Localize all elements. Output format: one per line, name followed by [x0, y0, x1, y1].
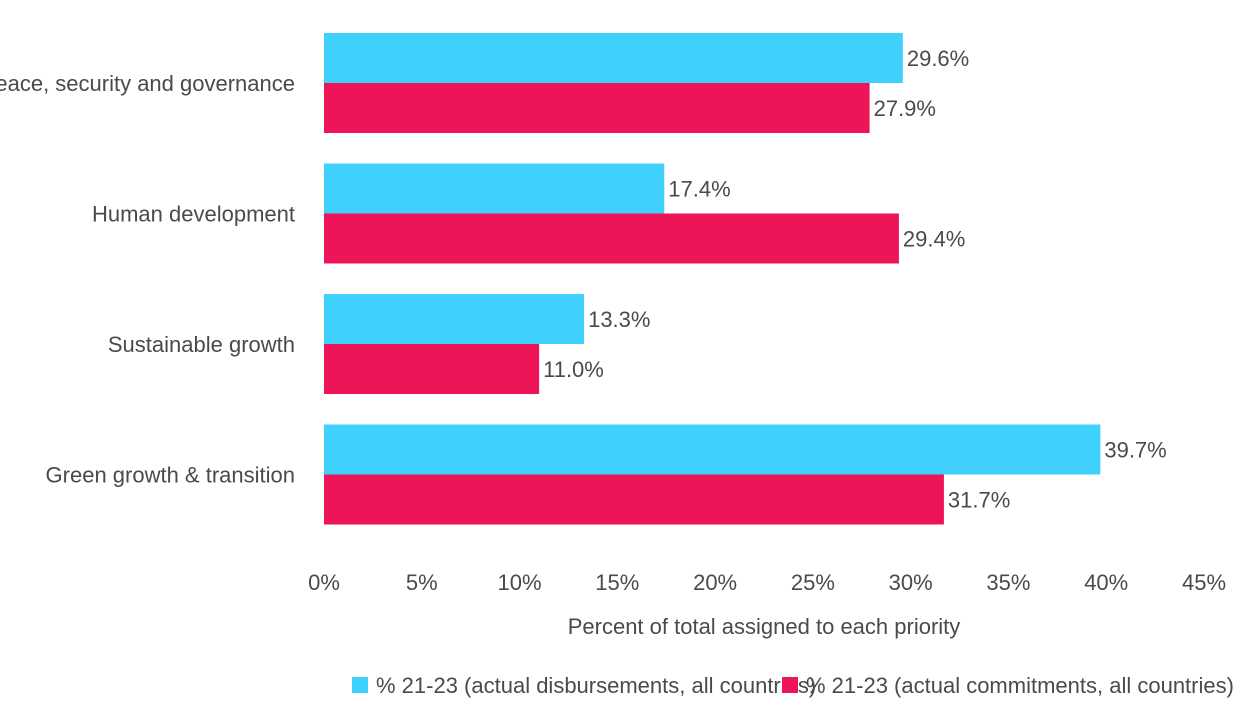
- bar-commitments: [324, 83, 870, 133]
- legend-label: % 21-23 (actual commitments, all countri…: [806, 673, 1234, 698]
- x-tick-label: 10%: [498, 570, 542, 595]
- legend-label: % 21-23 (actual disbursements, all count…: [376, 673, 816, 698]
- bar-commitments: [324, 213, 899, 264]
- bar-commitments: [324, 474, 944, 525]
- x-tick-label: 20%: [693, 570, 737, 595]
- x-axis-ticks: 0% 5% 10% 15% 20% 25% 30% 35% 40% 45%: [308, 570, 1226, 595]
- bar-disbursements: [324, 424, 1101, 475]
- x-tick-label: 0%: [308, 570, 340, 595]
- legend-swatch: [782, 677, 798, 693]
- data-label: 31.7%: [948, 488, 1010, 513]
- x-tick-label: 25%: [791, 570, 835, 595]
- category-label: Sustainable growth: [108, 332, 295, 357]
- data-label: 29.4%: [903, 227, 965, 252]
- data-label: 11.0%: [543, 357, 604, 382]
- bar-disbursements: [324, 294, 585, 344]
- plot-area: Peace, security and governance 29.6% 27.9%…: [0, 33, 1167, 525]
- data-label: 29.6%: [907, 46, 969, 71]
- bar-disbursements: [324, 163, 665, 214]
- legend: % 21-23 (actual disbursements, all count…: [352, 673, 1234, 698]
- data-label: 39.7%: [1104, 438, 1166, 463]
- x-tick-label: 45%: [1182, 570, 1226, 595]
- category-label: Peace, security and governance: [0, 71, 295, 96]
- legend-swatch: [352, 677, 368, 693]
- bar-disbursements: [324, 33, 903, 83]
- x-tick-label: 35%: [986, 570, 1030, 595]
- data-label: 17.4%: [668, 177, 730, 202]
- data-label: 13.3%: [588, 307, 650, 332]
- x-tick-label: 15%: [595, 570, 639, 595]
- x-axis-title: Percent of total assigned to each priori…: [568, 614, 961, 639]
- x-tick-label: 30%: [889, 570, 933, 595]
- bar-commitments: [324, 344, 540, 394]
- category-label: Human development: [92, 202, 295, 227]
- data-label: 27.9%: [874, 96, 936, 121]
- x-tick-label: 5%: [406, 570, 438, 595]
- category-label: Green growth & transition: [46, 463, 295, 488]
- x-tick-label: 40%: [1084, 570, 1128, 595]
